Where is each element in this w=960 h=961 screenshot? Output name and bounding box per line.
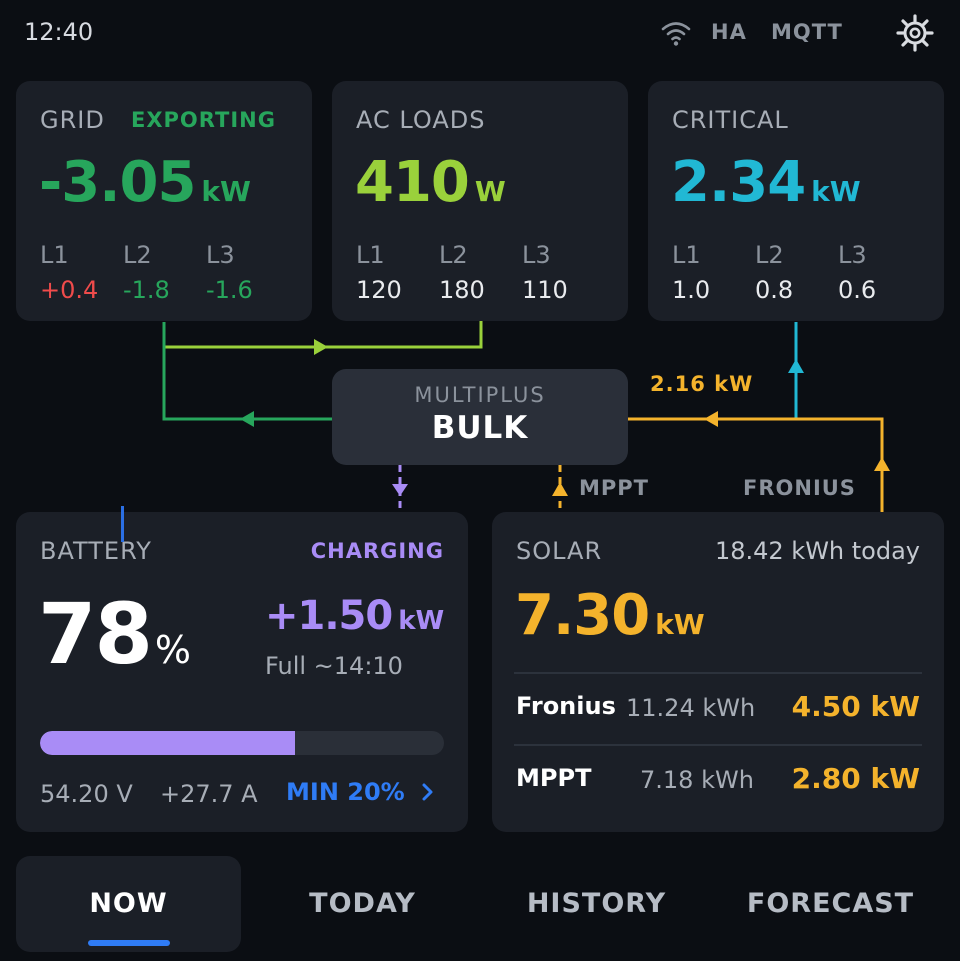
ac-loads-phase-label: L2 xyxy=(439,241,468,269)
ac-loads-power-value: 410 xyxy=(355,150,470,215)
solar-divider xyxy=(514,672,922,674)
tab-now[interactable]: NOW xyxy=(16,856,241,952)
multiplus-label: MULTIPLUS xyxy=(414,383,546,407)
solar-power: 7.30 kW xyxy=(515,576,705,669)
critical-power-unit: kW xyxy=(811,175,861,208)
flow-critical-arrow xyxy=(788,359,804,373)
flow-grid-line xyxy=(162,322,333,421)
critical-phase-label: L2 xyxy=(755,241,784,269)
flow-fronius-label: FRONIUS xyxy=(743,476,856,500)
critical-phase-label: L1 xyxy=(672,241,701,269)
battery-soc-unit: % xyxy=(154,628,192,672)
solar-source-power: 2.80 kW xyxy=(791,762,920,795)
flow-grid-arrow xyxy=(240,411,254,427)
battery-voltage: 54.20 V xyxy=(40,780,133,808)
critical-phase-value: 0.8 xyxy=(755,276,794,304)
critical-phase-value: 0.6 xyxy=(838,276,877,304)
solar-power-unit: kW xyxy=(655,608,705,641)
gear-icon[interactable] xyxy=(895,13,935,53)
flow-mppt-label: MPPT xyxy=(579,476,650,500)
critical-phase-label: L3 xyxy=(838,241,867,269)
solar-source-energy: 11.24 kWh xyxy=(626,694,756,722)
grid-phase-label: L2 xyxy=(123,241,152,269)
battery-soc-bar xyxy=(40,731,444,755)
battery-current: +27.7 A xyxy=(160,780,258,808)
solar-source-row[interactable]: Fronius 11.24 kWh 4.50 kW xyxy=(492,672,944,744)
flow-solar-arrow xyxy=(704,411,718,427)
tab-history[interactable]: HISTORY xyxy=(526,888,667,919)
critical-power: 2.34 kW xyxy=(671,143,861,232)
battery-power-value: +1.50 xyxy=(265,593,393,639)
clock: 12:40 xyxy=(24,18,94,46)
battery-min-button[interactable]: MIN 20% xyxy=(286,778,435,806)
wifi-icon xyxy=(661,22,691,46)
ac-loads-card[interactable]: AC LOADS 410 W L1 L2 L3 120 180 110 xyxy=(332,81,628,321)
ha-status: HA xyxy=(711,20,747,44)
flow-ac-loads-line xyxy=(162,320,483,349)
solar-source-row[interactable]: MPPT 7.18 kWh 2.80 kW xyxy=(492,744,944,816)
solar-today: 18.42 kWh today xyxy=(714,537,920,565)
critical-phase-value: 1.0 xyxy=(672,276,711,304)
critical-card[interactable]: CRITICAL 2.34 kW L1 L2 L3 1.0 0.8 0.6 xyxy=(648,81,944,321)
battery-min-marker xyxy=(121,506,124,542)
flow-fronius-arrow xyxy=(874,457,890,471)
grid-phase-value: -1.6 xyxy=(206,276,253,304)
solar-card[interactable]: SOLAR 18.42 kWh today 7.30 kW Fronius 11.… xyxy=(492,512,944,832)
solar-source-name: Fronius xyxy=(516,692,616,720)
flow-battery-arrow xyxy=(392,484,408,496)
grid-power-value: -3.05 xyxy=(39,150,196,215)
tab-forecast[interactable]: FORECAST xyxy=(746,888,915,919)
grid-power: -3.05 kW xyxy=(39,143,251,232)
active-tab-indicator xyxy=(88,940,170,946)
ac-loads-phase-label: L3 xyxy=(522,241,551,269)
critical-power-value: 2.34 xyxy=(671,150,806,215)
chevron-right-icon xyxy=(422,783,433,801)
battery-power-unit: kW xyxy=(398,606,445,636)
battery-title: BATTERY xyxy=(40,537,152,565)
ac-loads-phase-value: 180 xyxy=(439,276,485,304)
tab-today[interactable]: TODAY xyxy=(309,888,416,919)
solar-power-value: 7.30 xyxy=(515,583,650,648)
flow-solar-power: 2.16 kW xyxy=(650,372,754,396)
multiplus-box[interactable]: MULTIPLUS BULK xyxy=(332,369,628,465)
solar-title: SOLAR xyxy=(516,537,603,565)
critical-title: CRITICAL xyxy=(672,106,789,134)
battery-state: CHARGING xyxy=(310,539,444,563)
battery-soc-value: 78 xyxy=(38,585,153,683)
solar-divider xyxy=(514,744,922,746)
grid-phase-label: L1 xyxy=(40,241,69,269)
battery-min-label: MIN 20% xyxy=(286,778,405,806)
multiplus-state: BULK xyxy=(431,410,529,446)
battery-soc: 78% xyxy=(38,582,191,710)
grid-phase-label: L3 xyxy=(206,241,235,269)
ac-loads-power-unit: W xyxy=(474,175,506,208)
ac-loads-phase-value: 120 xyxy=(356,276,402,304)
solar-source-power: 4.50 kW xyxy=(791,690,920,723)
grid-power-unit: kW xyxy=(201,175,251,208)
grid-title: GRID xyxy=(40,106,105,134)
ac-loads-title: AC LOADS xyxy=(356,106,486,134)
grid-phase-value: -1.8 xyxy=(123,276,170,304)
battery-card[interactable]: BATTERY CHARGING 78% +1.50 kW Full ~14:10… xyxy=(16,506,468,832)
battery-power: +1.50 kW xyxy=(265,588,444,652)
mqtt-status: MQTT xyxy=(771,20,843,44)
battery-soc-bar-fill xyxy=(40,731,295,755)
battery-eta: Full ~14:10 xyxy=(265,652,403,680)
solar-source-name: MPPT xyxy=(516,764,592,792)
grid-phase-value: +0.4 xyxy=(40,276,99,304)
grid-card[interactable]: GRID EXPORTING -3.05 kW L1 L2 L3 +0.4 -1.… xyxy=(16,81,312,321)
ac-loads-power: 410 W xyxy=(355,143,506,232)
flow-ac-loads-arrow xyxy=(314,339,328,355)
ac-loads-phase-value: 110 xyxy=(522,276,568,304)
grid-state: EXPORTING xyxy=(131,108,276,132)
flow-mppt-arrow xyxy=(552,482,568,496)
solar-source-energy: 7.18 kWh xyxy=(640,766,754,794)
ac-loads-phase-label: L1 xyxy=(356,241,385,269)
